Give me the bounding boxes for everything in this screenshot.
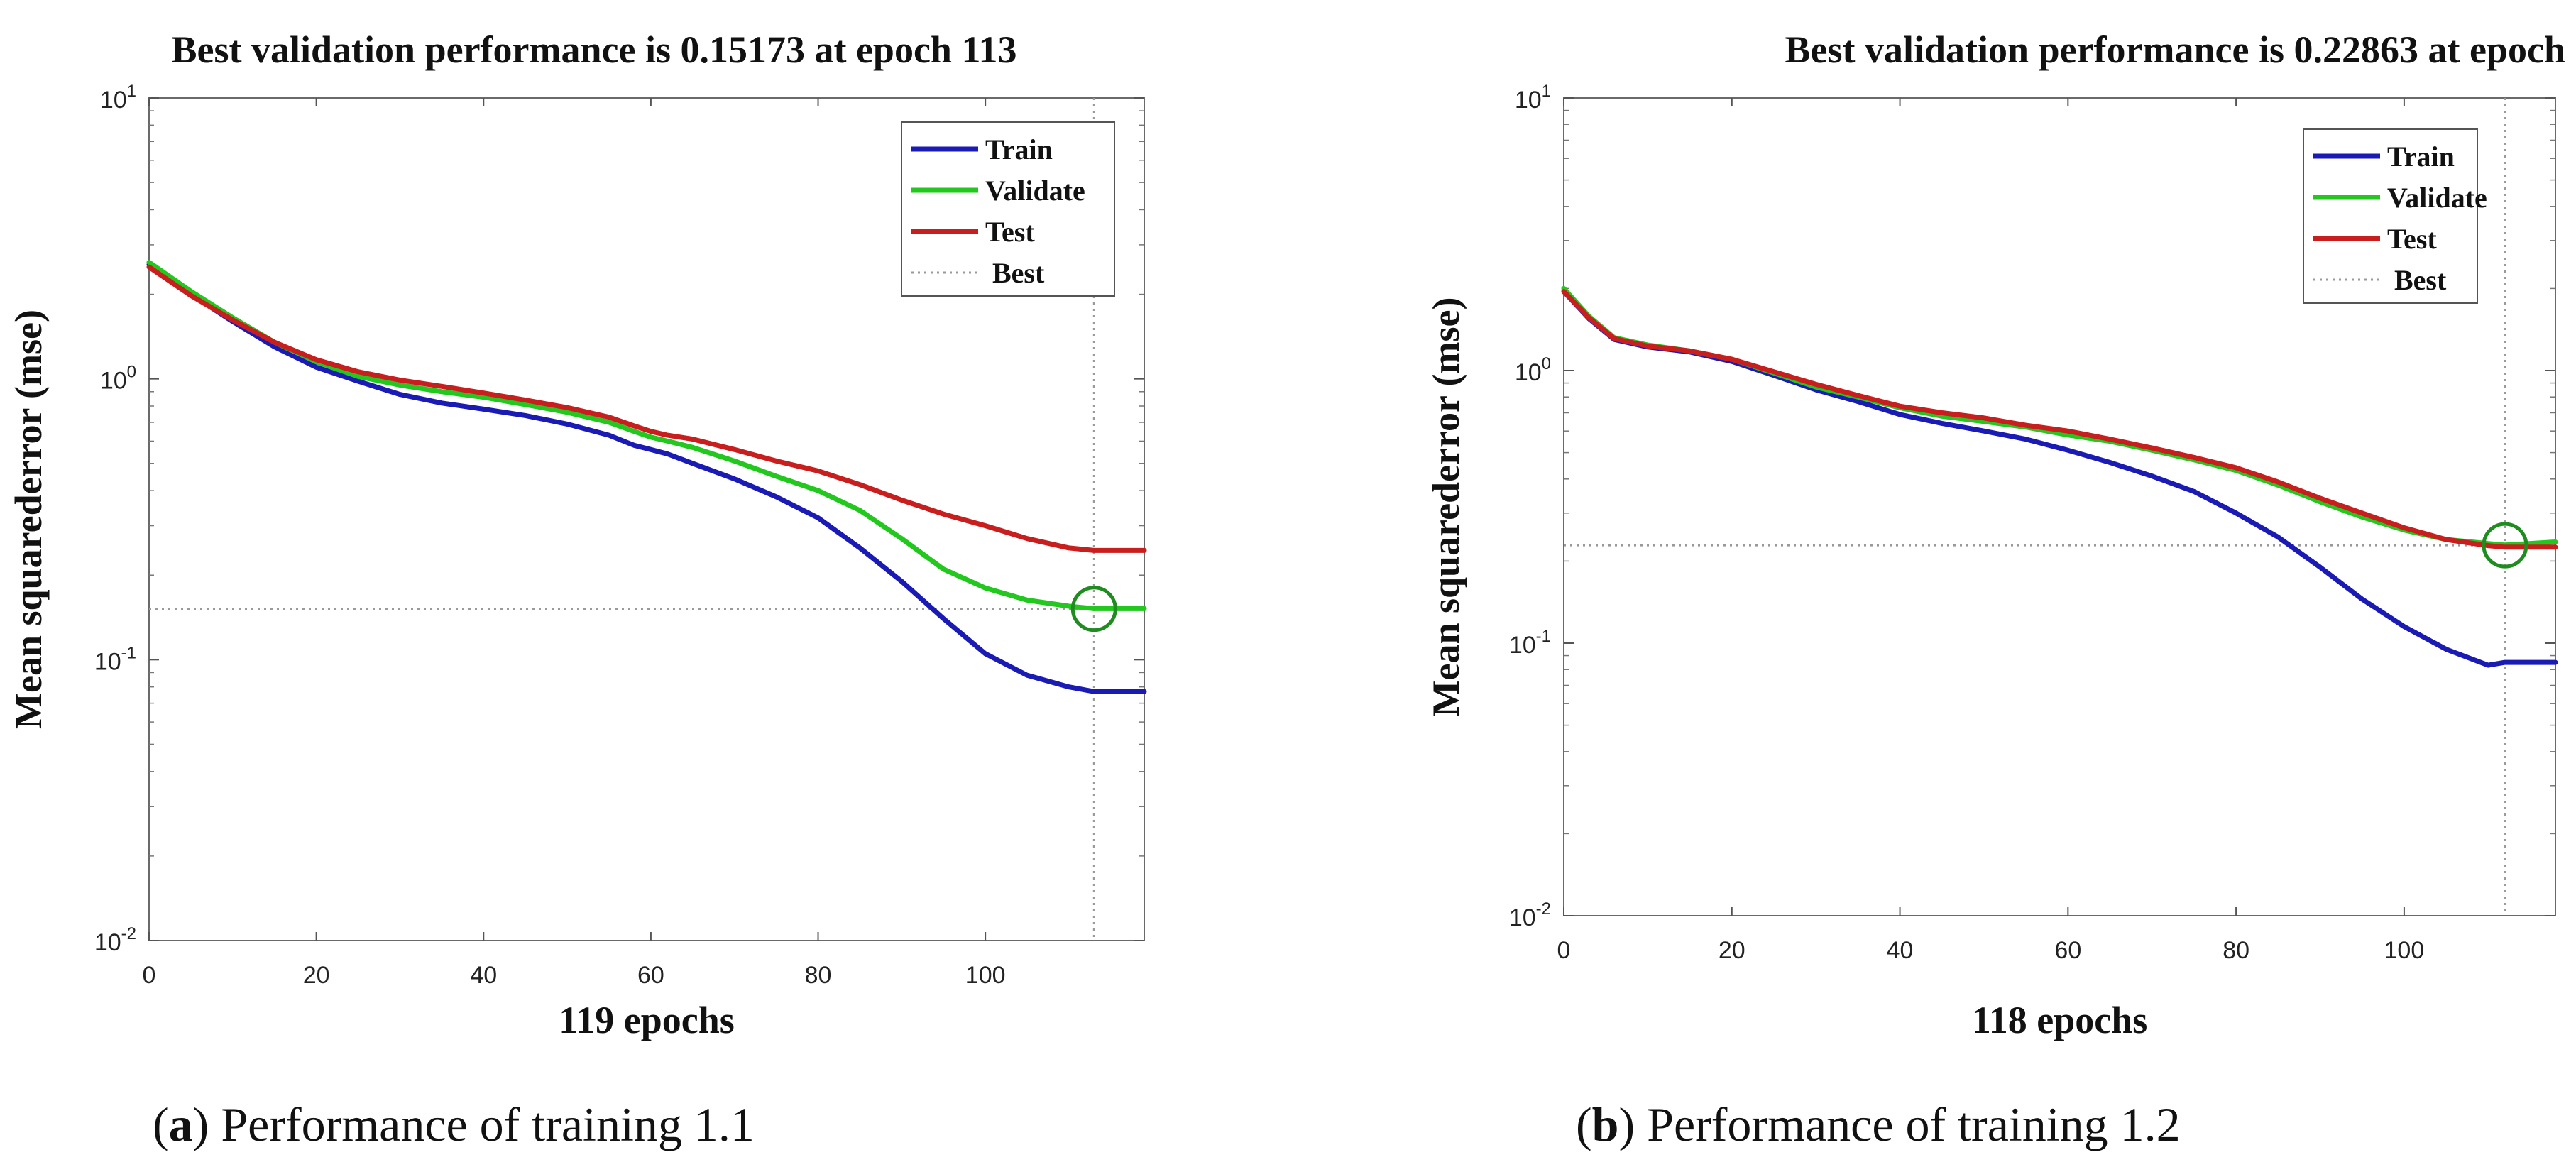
y-tick-label: 100 xyxy=(1515,354,1551,386)
legend-label: Train xyxy=(2387,141,2455,172)
chart-title: Best validation performance is 0.22863 a… xyxy=(1785,28,2576,71)
y-tick-label: 100 xyxy=(100,363,136,395)
y-tick-label: 10-2 xyxy=(94,924,136,956)
legend-label: Validate xyxy=(2387,182,2487,214)
x-tick-label: 100 xyxy=(2384,937,2425,964)
x-tick-label: 40 xyxy=(1887,937,1914,964)
y-tick-label: 10-1 xyxy=(1509,627,1551,659)
x-tick-label: 80 xyxy=(805,962,832,989)
legend-label: Test xyxy=(2387,223,2437,255)
caption-b: (b) Performance of training 1.2 xyxy=(1576,1097,2181,1151)
chart-title: Best validation performance is 0.15173 a… xyxy=(172,28,1017,71)
y-tick-label: 101 xyxy=(1515,82,1551,114)
best-marker xyxy=(1070,586,1117,632)
x-tick-label: 0 xyxy=(143,962,156,989)
x-axis-label: 119 epochs xyxy=(559,999,735,1041)
x-tick-label: 20 xyxy=(1719,937,1745,964)
caption-a: (a) Performance of training 1.1 xyxy=(153,1097,755,1151)
caption-b-text: Performance of training 1.2 xyxy=(1647,1097,2181,1151)
x-axis-label: 118 epochs xyxy=(1972,999,2148,1041)
legend-label: Best xyxy=(2394,264,2447,296)
legend-label: Test xyxy=(985,216,1035,248)
x-tick-label: 60 xyxy=(637,962,664,989)
series-line-validate xyxy=(146,260,1147,611)
legend: Train Validate Test Best xyxy=(901,121,1115,297)
chart-2: Best validation performance is 0.22863 a… xyxy=(1425,28,2576,1041)
x-tick-label: 60 xyxy=(2054,937,2081,964)
series-line-train xyxy=(146,262,1147,694)
y-axis-label: Mean squarederror (mse) xyxy=(7,309,50,729)
y-tick-label: 10-2 xyxy=(1509,899,1551,931)
caption-a-text: Performance of training 1.1 xyxy=(221,1097,755,1151)
x-tick-label: 100 xyxy=(965,962,1006,989)
legend-label: Validate xyxy=(985,175,1085,207)
x-tick-label: 40 xyxy=(470,962,497,989)
series-line-test xyxy=(1561,289,2558,550)
chart-1: Best validation performance is 0.15173 a… xyxy=(7,28,1147,1041)
best-marker xyxy=(2482,522,2528,569)
legend-label: Train xyxy=(985,133,1053,165)
legend-label: Best xyxy=(992,257,1045,289)
caption-a-label: a xyxy=(168,1097,193,1151)
legend: Train Validate Test Best xyxy=(2303,128,2487,304)
caption-b-label: b xyxy=(1591,1097,1619,1151)
x-tick-label: 20 xyxy=(303,962,330,989)
x-tick-label: 80 xyxy=(2223,937,2249,964)
y-axis-label: Mean squarederror (mse) xyxy=(1425,297,1467,717)
x-tick-label: 0 xyxy=(1557,937,1571,964)
series-line-test xyxy=(146,264,1147,553)
y-tick-label: 10-1 xyxy=(94,643,136,675)
y-tick-label: 101 xyxy=(100,82,136,114)
